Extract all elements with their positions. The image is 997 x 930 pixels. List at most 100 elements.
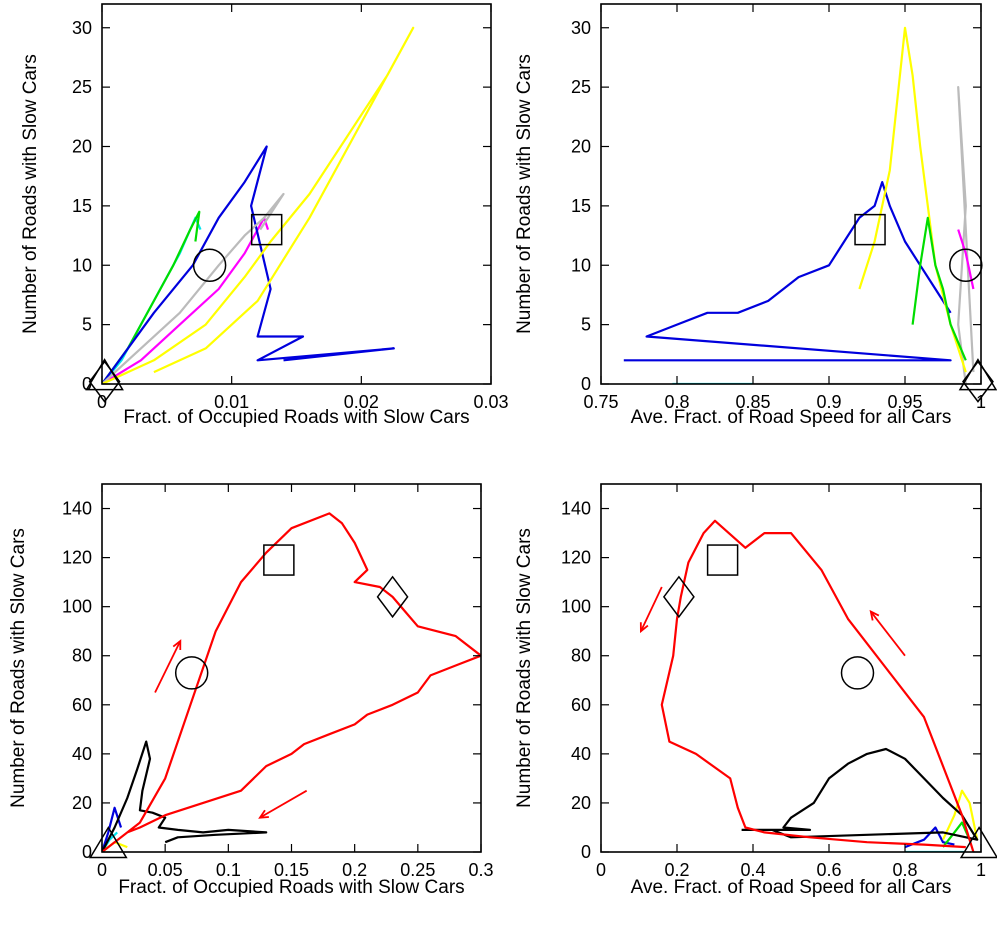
x-tick-label: 0.95 [887,392,922,412]
x-axis-label: Fract. of Occupied Roads with Slow Cars [118,877,464,898]
series-line-5 [741,747,979,841]
series-line-4 [102,740,268,852]
y-tick-label: 140 [561,499,591,519]
chart-panel-1: 0 0.01 0.02 0.03 0 5 10 15 20 25 30 Fract. of Occup… [20,3,509,428]
circle-marker [192,248,227,282]
x-tick-label: 0.85 [735,392,770,412]
plot-frame [600,483,982,853]
triangle-marker [88,826,128,859]
y-tick-label: 10 [571,255,591,275]
y-tick-label: 30 [72,18,92,38]
square-marker [263,544,295,576]
y-tick-label: 100 [561,597,591,617]
triangle-marker [85,358,124,391]
y-tick-label: 120 [561,548,591,568]
y-tick-label: 120 [62,548,92,568]
x-tick-label: 0.1 [216,860,241,880]
x-tick-label: 1 [976,860,986,880]
y-tick-label: 15 [72,196,92,216]
x-axis-label: Ave. Fract. of Road Speed for all Cars [631,407,952,428]
plot-frame [101,483,482,853]
y-tick-label: 5 [581,315,591,335]
y-axis-label: Number of Roads with Slow Cars [20,54,41,334]
y-axis-label: Number of Roads with Slow Cars [514,528,535,808]
plot-area [639,519,979,852]
direction-arrow-2 [869,609,906,657]
y-tick-label: 20 [571,793,591,813]
x-tick-label: 0.03 [473,392,508,412]
series-line-6 [660,519,975,852]
circle-marker [949,248,983,282]
square-marker [706,544,739,576]
y-tick-label: 100 [62,597,92,617]
x-tick-label: 0 [97,392,107,412]
y-tick-label: 80 [72,646,92,666]
plot-area [623,26,975,384]
y-tick-label: 0 [82,842,92,862]
x-tick-label: 0.8 [892,860,917,880]
y-tick-label: 10 [72,255,92,275]
series-line-6 [102,26,415,384]
x-tick-label: 0.6 [816,860,841,880]
series-line-4 [102,145,395,384]
series-line-4 [942,789,979,841]
x-tick-label: 0.02 [344,392,379,412]
square-marker [854,213,886,246]
x-tick-label: 0.2 [664,860,689,880]
circle-marker [174,656,209,690]
y-tick-label: 140 [62,499,92,519]
y-tick-label: 5 [82,315,92,335]
y-axis-label: Number of Roads with Slow Cars [514,54,535,334]
y-tick-label: 0 [82,374,92,394]
plot-area [102,512,481,852]
y-tick-label: 20 [72,793,92,813]
triangle-marker [958,358,997,391]
series-line-4 [858,26,967,373]
series-line-1 [102,216,202,384]
y-tick-label: 30 [571,18,591,38]
series-line-5 [911,216,967,361]
y-tick-label: 0 [581,374,591,394]
series-line-3 [623,181,952,362]
plot-frame [101,3,492,385]
series-line-6 [957,229,975,290]
plot-frame [600,3,982,385]
y-tick-label: 0 [581,842,591,862]
x-tick-label: 0.2 [342,860,367,880]
x-tick-label: 0.3 [468,860,493,880]
y-tick-label: 20 [72,137,92,157]
y-tick-label: 60 [571,695,591,715]
x-tick-label: 0 [97,860,107,880]
series-line-2 [753,85,975,384]
direction-arrow-1 [639,586,663,634]
square-marker [250,213,283,246]
x-tick-label: 0.25 [400,860,435,880]
x-tick-label: 0.9 [816,392,841,412]
series-line-5 [102,192,285,384]
triangle-marker [959,826,997,859]
circle-marker [840,656,875,690]
chart-panel-3: 0 0.05 0.1 0.15 0.2 0.25 0.3 0 20 40 60 80 100 120 140… [8,483,494,898]
diamond-marker [376,575,409,619]
x-axis-label: Ave. Fract. of Road Speed for all Cars [631,877,952,898]
x-tick-label: 0.15 [274,860,309,880]
x-tick-label: 0.8 [664,392,689,412]
y-tick-label: 60 [72,695,92,715]
series-line-5 [102,512,481,852]
plot-area [102,26,415,384]
y-tick-label: 25 [571,77,591,97]
y-tick-label: 25 [72,77,92,97]
x-tick-label: 0.4 [740,860,765,880]
y-axis-label: Number of Roads with Slow Cars [8,528,29,808]
y-tick-label: 20 [571,137,591,157]
x-tick-label: 1 [976,392,986,412]
y-tick-label: 40 [72,744,92,764]
y-tick-label: 15 [571,196,591,216]
chart-panel-4: 0 0.2 0.4 0.6 0.8 1 0 20 40 60 80 100 120 140 Ave. Fra… [514,483,997,898]
direction-arrow-1 [154,639,182,693]
y-tick-label: 40 [571,744,591,764]
x-tick-label: 0.01 [214,392,249,412]
x-axis-label: Fract. of Occupied Roads with Slow Cars [123,407,469,428]
x-tick-label: 0.75 [583,392,618,412]
